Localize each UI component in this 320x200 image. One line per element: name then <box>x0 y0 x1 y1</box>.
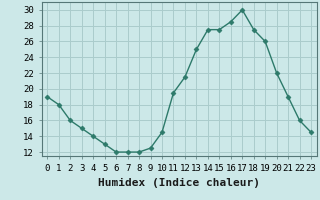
X-axis label: Humidex (Indice chaleur): Humidex (Indice chaleur) <box>98 178 260 188</box>
